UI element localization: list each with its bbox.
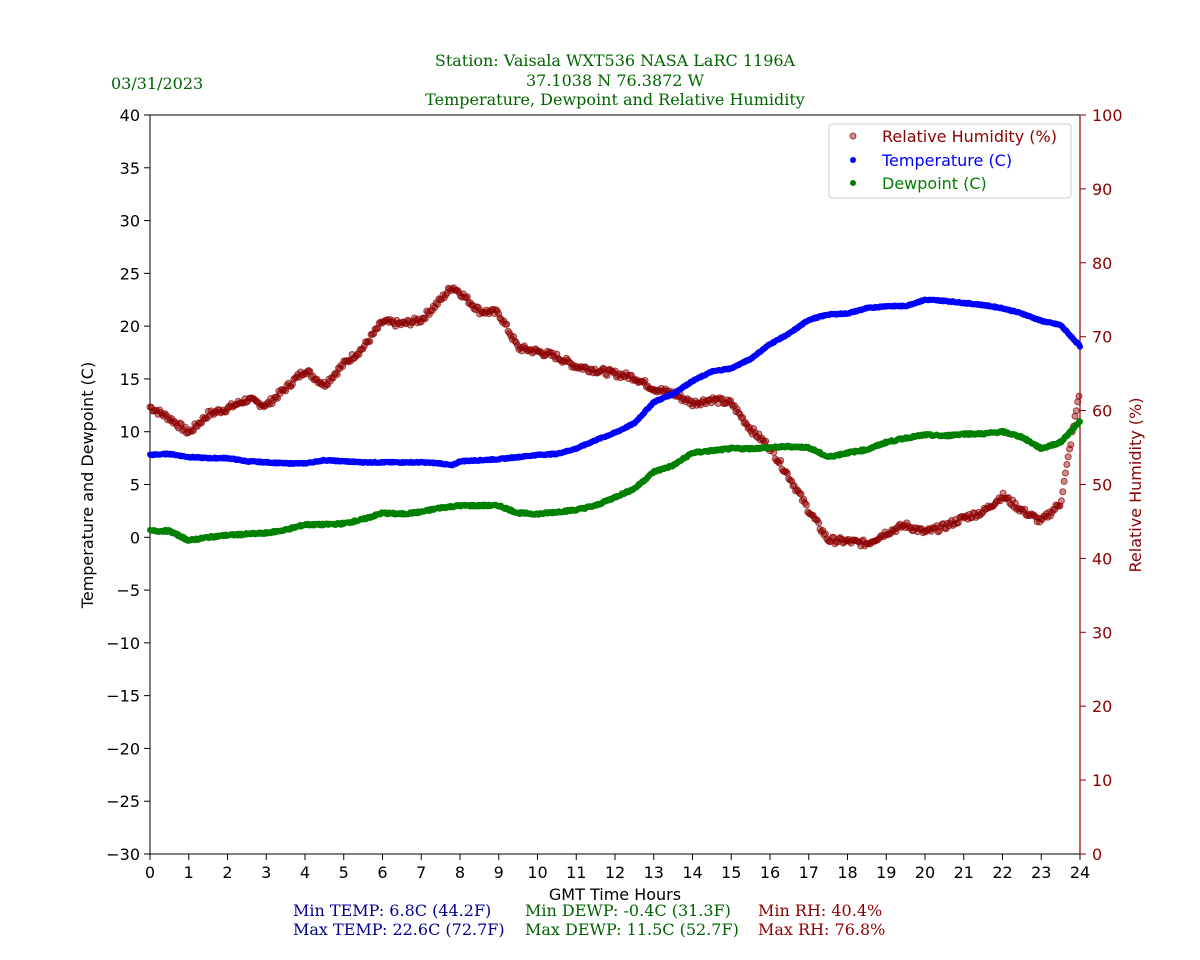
humidity-point [1062, 470, 1068, 476]
x-tick-label: 18 [837, 863, 857, 882]
x-tick-label: 16 [760, 863, 780, 882]
left-tick-label: −5 [116, 581, 140, 600]
legend-label-humidity: Relative Humidity (%) [882, 127, 1057, 146]
left-tick-label: −15 [106, 687, 140, 706]
x-tick-label: 17 [799, 863, 819, 882]
x-tick-label: 12 [605, 863, 625, 882]
stat-max-rh: Max RH: 76.8% [758, 920, 885, 939]
humidity-point [1065, 454, 1071, 460]
stat-max-dewp: Max DEWP: 11.5C (52.7F) [525, 920, 739, 939]
right-tick-label: 100 [1092, 106, 1123, 125]
x-tick-label: 19 [876, 863, 896, 882]
legend-marker-dewpoint [850, 180, 856, 186]
legend-label-temperature: Temperature (C) [881, 151, 1012, 170]
x-tick-label: 5 [339, 863, 349, 882]
legend-marker-humidity [850, 133, 856, 139]
left-tick-label: 35 [120, 159, 140, 178]
x-tick-label: 9 [494, 863, 504, 882]
x-tick-label: 6 [377, 863, 387, 882]
left-tick-label: 40 [120, 106, 140, 125]
left-tick-label: −25 [106, 792, 140, 811]
x-tick-label: 8 [455, 863, 465, 882]
humidity-point [1068, 442, 1074, 448]
x-tick-label: 4 [300, 863, 310, 882]
left-tick-label: −30 [106, 845, 140, 864]
left-tick-label: 5 [130, 476, 140, 495]
humidity-point [778, 457, 784, 463]
x-tick-label: 23 [1031, 863, 1051, 882]
left-tick-label: 30 [120, 212, 140, 231]
x-tick-label: 20 [915, 863, 935, 882]
legend-marker-temperature [850, 157, 856, 163]
left-tick-label: 0 [130, 528, 140, 547]
stat-min-temp: Min TEMP: 6.8C (44.2F) [293, 901, 491, 920]
x-tick-label: 10 [527, 863, 547, 882]
right-axis-label: Relative Humidity (%) [1126, 398, 1145, 573]
right-tick-label: 30 [1092, 623, 1112, 642]
humidity-point [816, 520, 822, 526]
x-tick-label: 0 [145, 863, 155, 882]
x-tick-label: 22 [992, 863, 1012, 882]
x-tick-label: 24 [1070, 863, 1090, 882]
left-tick-label: 25 [120, 264, 140, 283]
right-tick-label: 50 [1092, 476, 1112, 495]
left-tick-label: 10 [120, 423, 140, 442]
stat-min-dewp: Min DEWP: -0.4C (31.3F) [525, 901, 731, 920]
temperature-point [1077, 344, 1083, 350]
title-line-1: Station: Vaisala WXT536 NASA LaRC 1196A [435, 51, 796, 70]
left-axis-label: Temperature and Dewpoint (C) [78, 362, 97, 609]
left-tick-label: −10 [106, 634, 140, 653]
dewpoint-point [1077, 419, 1083, 425]
legend-label-dewpoint: Dewpoint (C) [882, 174, 987, 193]
weather-chart: 03/31/2023 Station: Vaisala WXT536 NASA … [0, 0, 1200, 960]
x-axis-ticks: 0 1 2 3 4 5 6 7 8 9 10 11 12 13 14 15 16 17 18 19 20 21 22 23 24 [145, 854, 1090, 882]
humidity-point [1064, 462, 1070, 468]
stat-min-rh: Min RH: 40.4% [758, 901, 882, 920]
right-tick-label: 90 [1092, 180, 1112, 199]
humidity-point [1022, 506, 1028, 512]
stat-max-temp: Max TEMP: 22.6C (72.7F) [293, 920, 505, 939]
right-tick-label: 10 [1092, 771, 1112, 790]
x-tick-label: 7 [416, 863, 426, 882]
right-tick-label: 20 [1092, 697, 1112, 716]
x-tick-label: 11 [566, 863, 586, 882]
humidity-point [1061, 478, 1067, 484]
humidity-point [1058, 498, 1064, 504]
humidity-point [504, 321, 510, 327]
legend: Relative Humidity (%) Temperature (C) De… [829, 124, 1071, 198]
left-tick-label: 20 [120, 317, 140, 336]
date-label: 03/31/2023 [111, 74, 203, 93]
humidity-point [464, 294, 470, 300]
left-axis-ticks: 40 35 30 25 20 15 10 5 0 −5 −10 −15 −20 −25 −30 [106, 106, 150, 864]
plot-area [150, 115, 1080, 854]
humidity-point [803, 502, 809, 508]
humidity-series [147, 285, 1082, 549]
right-tick-label: 80 [1092, 254, 1112, 273]
humidity-point [1076, 393, 1082, 399]
humidity-point [1073, 408, 1079, 414]
x-tick-label: 15 [721, 863, 741, 882]
humidity-point [334, 371, 340, 377]
title-line-3: Temperature, Dewpoint and Relative Humid… [425, 90, 805, 109]
humidity-point [763, 438, 769, 444]
right-tick-label: 70 [1092, 328, 1112, 347]
x-tick-label: 2 [222, 863, 232, 882]
x-tick-label: 21 [954, 863, 974, 882]
x-tick-label: 1 [184, 863, 194, 882]
x-tick-label: 13 [644, 863, 664, 882]
x-tick-label: 14 [682, 863, 702, 882]
humidity-point [367, 339, 373, 345]
left-tick-label: −20 [106, 739, 140, 758]
right-tick-label: 0 [1092, 845, 1102, 864]
right-tick-label: 40 [1092, 549, 1112, 568]
right-tick-label: 60 [1092, 402, 1112, 421]
left-tick-label: 15 [120, 370, 140, 389]
x-tick-label: 3 [261, 863, 271, 882]
title-line-2: 37.1038 N 76.3872 W [526, 71, 705, 90]
humidity-point [1060, 489, 1066, 495]
